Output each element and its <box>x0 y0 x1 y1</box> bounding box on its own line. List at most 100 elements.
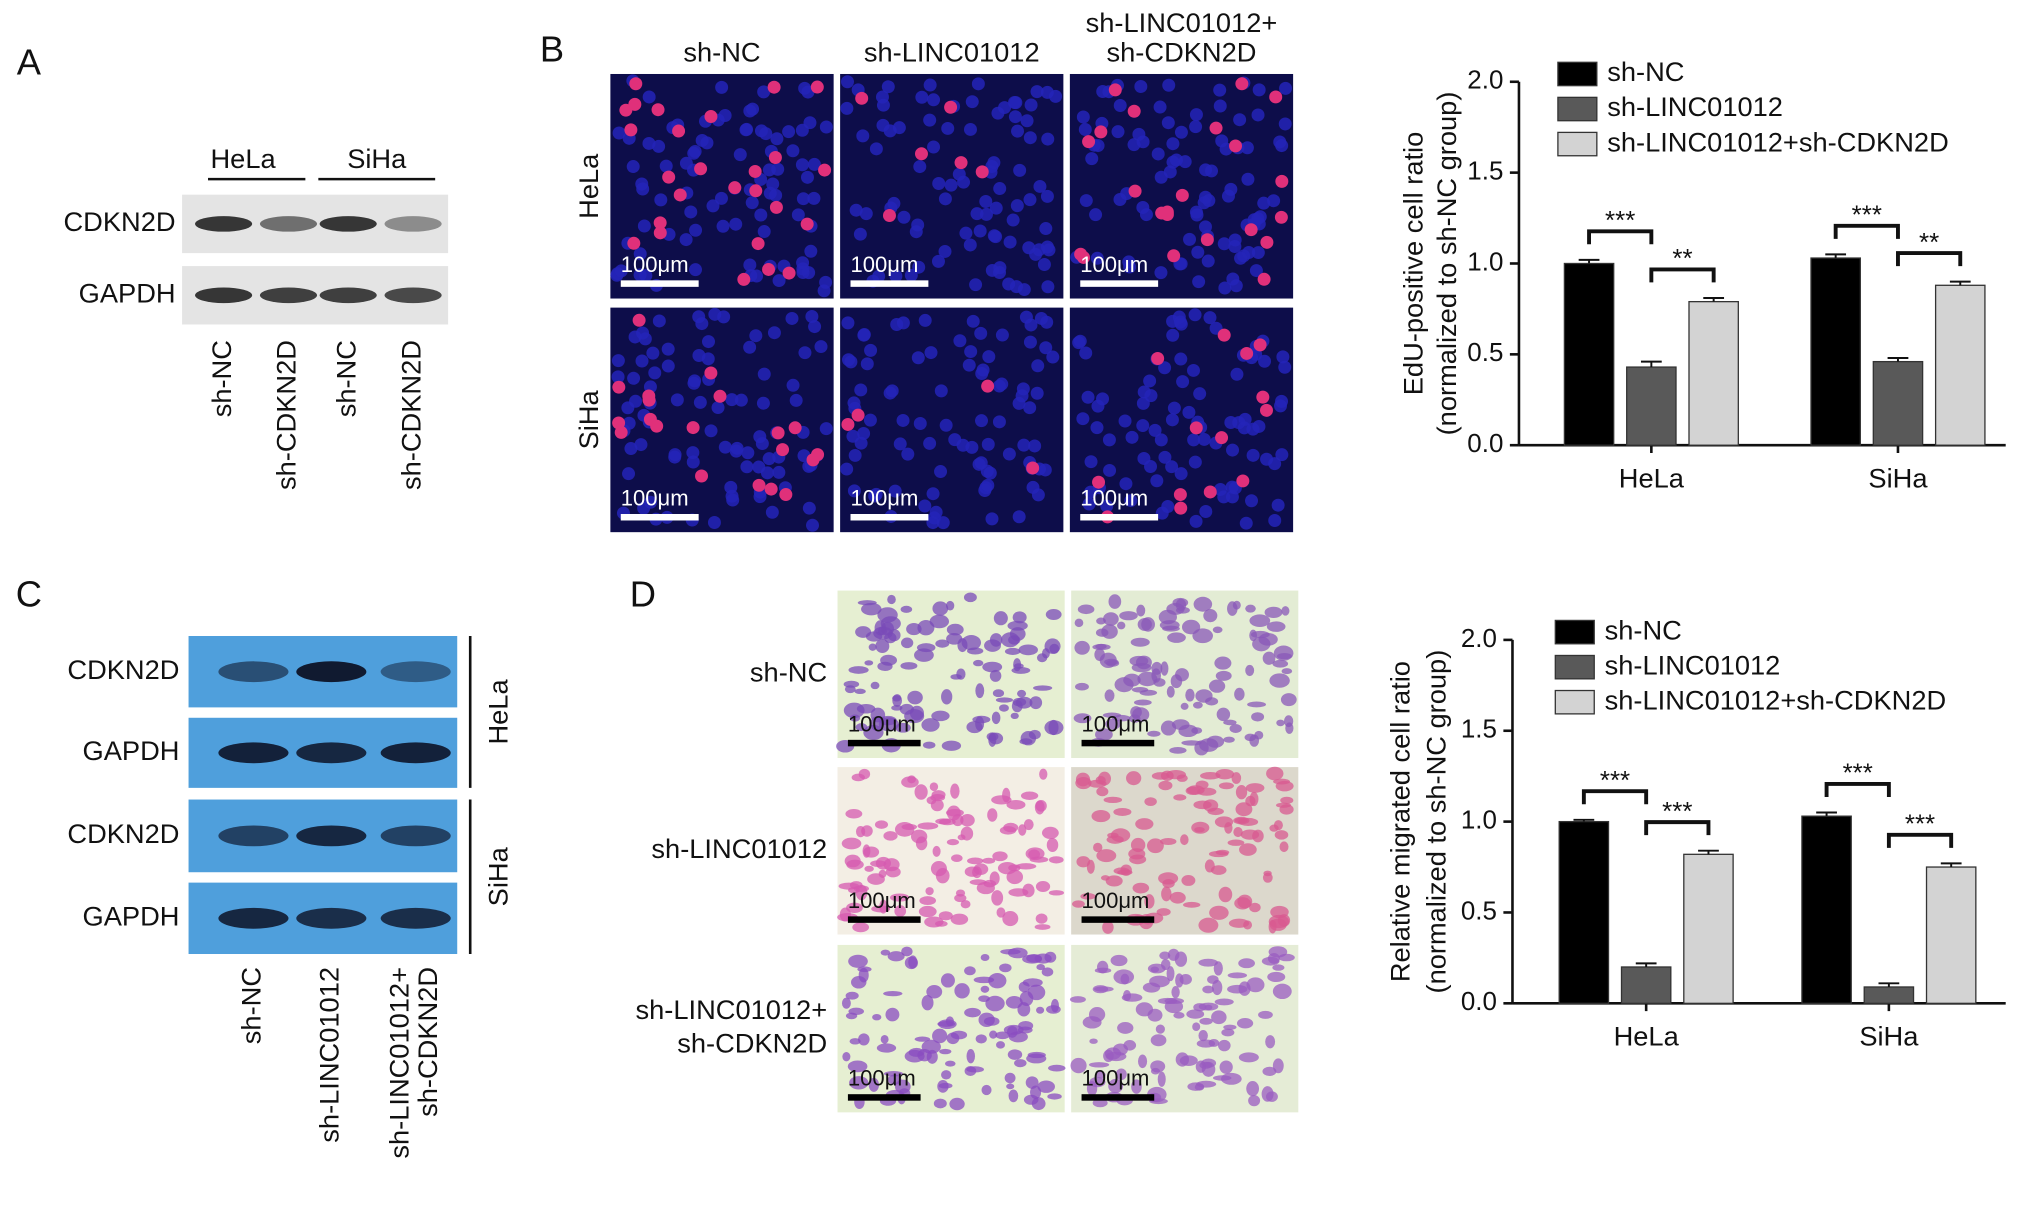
nucleus <box>1252 83 1266 97</box>
nucleus <box>840 462 854 476</box>
cell <box>1267 971 1286 983</box>
significance-bracket <box>1644 820 1711 836</box>
nucleus <box>931 254 945 268</box>
cell <box>1263 870 1272 877</box>
nucleus <box>915 90 929 104</box>
nucleus <box>854 436 868 450</box>
nucleus <box>765 505 779 519</box>
cell <box>1151 772 1170 780</box>
nucleus <box>1039 222 1053 236</box>
error-bar <box>1640 360 1662 368</box>
cell <box>1106 835 1124 844</box>
cell <box>1112 714 1131 722</box>
nucleus <box>909 225 923 239</box>
nucleus <box>648 366 662 380</box>
nucleus <box>1028 439 1042 453</box>
cell <box>884 632 897 644</box>
nucleus <box>716 219 730 233</box>
cell <box>1251 712 1265 722</box>
cell <box>935 920 948 927</box>
nucleus <box>757 367 771 381</box>
nucleus <box>1278 117 1292 131</box>
cell <box>1004 1072 1016 1084</box>
cell <box>1048 856 1064 864</box>
cell <box>1211 979 1223 996</box>
nucleus <box>800 170 814 184</box>
edu-nucleus <box>1217 328 1231 342</box>
error-bar <box>1698 849 1719 855</box>
scale-bar-label: 100μm <box>1080 252 1148 277</box>
nucleus <box>1217 237 1231 251</box>
nucleus <box>1182 405 1196 419</box>
cell <box>1227 839 1245 846</box>
nucleus <box>963 122 977 136</box>
cell <box>929 782 939 792</box>
cell <box>973 659 984 667</box>
nucleus <box>791 208 805 222</box>
column-label: sh-LINC01012+ <box>1086 7 1278 38</box>
nucleus <box>989 201 1003 215</box>
cell <box>1144 797 1157 806</box>
nucleus <box>796 192 810 206</box>
nucleus <box>1163 165 1177 179</box>
cell <box>848 954 868 968</box>
nucleus <box>981 437 995 451</box>
nucleus <box>1040 189 1054 203</box>
cell <box>1193 596 1213 612</box>
cell <box>926 985 943 999</box>
cell <box>1130 706 1142 719</box>
cell <box>1239 843 1257 856</box>
nucleus <box>754 208 768 222</box>
cell <box>1176 774 1188 782</box>
nucleus <box>622 467 636 481</box>
nucleus <box>743 340 757 354</box>
nucleus <box>1240 141 1254 155</box>
cell <box>870 860 887 867</box>
cell <box>1088 1062 1110 1068</box>
edu-nucleus <box>628 97 642 111</box>
nucleus <box>969 278 983 292</box>
nucleus <box>692 348 706 362</box>
cell <box>1080 893 1096 900</box>
cell <box>1234 897 1251 910</box>
scale-bar <box>847 916 921 923</box>
nucleus <box>1191 245 1205 259</box>
nucleus <box>638 332 652 346</box>
cell <box>900 662 918 670</box>
edu-nucleus <box>811 448 825 462</box>
cell <box>1048 719 1059 736</box>
cell <box>935 639 950 648</box>
cell <box>967 647 984 655</box>
cell <box>1006 1083 1015 1090</box>
nucleus <box>1224 416 1238 429</box>
nucleus <box>987 156 1001 170</box>
cell <box>975 1034 987 1044</box>
nucleus <box>923 113 937 127</box>
nucleus <box>1072 336 1086 350</box>
cell <box>922 741 936 749</box>
nucleus <box>770 132 784 146</box>
nucleus <box>715 80 729 94</box>
cell <box>1215 670 1232 681</box>
cell <box>1235 784 1248 800</box>
nucleus <box>911 351 925 365</box>
cell <box>1095 1071 1106 1079</box>
nucleus <box>1218 281 1232 295</box>
cell <box>1245 604 1256 613</box>
cell <box>964 966 976 976</box>
scale-bar-label: 100μm <box>848 1066 916 1091</box>
nucleus <box>1100 499 1114 513</box>
cell <box>1115 1068 1127 1081</box>
cell <box>1195 780 1209 790</box>
cell <box>926 1049 938 1064</box>
cell <box>851 976 867 989</box>
nucleus <box>887 196 901 210</box>
cell <box>1042 648 1050 659</box>
cell <box>1075 777 1092 790</box>
cell <box>1166 686 1175 698</box>
nucleus <box>953 334 967 348</box>
nucleus <box>1148 423 1162 437</box>
cell <box>1117 621 1126 630</box>
cell <box>1274 830 1289 840</box>
cell <box>1158 780 1173 791</box>
